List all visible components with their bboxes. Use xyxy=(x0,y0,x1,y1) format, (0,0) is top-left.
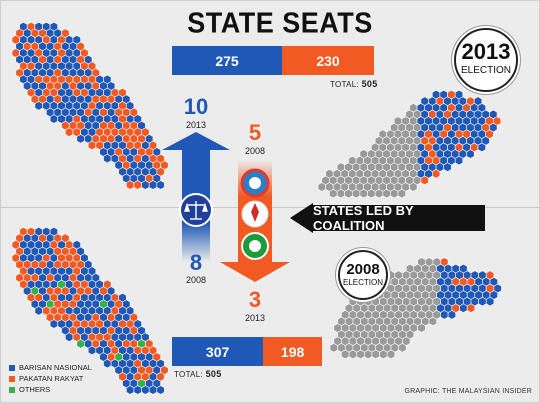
seat-bar-2013: 275 230 xyxy=(172,46,374,75)
borneo-map-2008 xyxy=(428,316,438,327)
bar-segment-pr-2008: 198 xyxy=(263,337,322,366)
bar-segment-pr-2013: 230 xyxy=(282,46,374,75)
badge-2008-label: ELECTION xyxy=(342,278,383,287)
bar-segment-bn-2008: 307 xyxy=(172,337,264,366)
legend-label-bn: BARISAN NASIONAL xyxy=(19,363,92,372)
scales-icon xyxy=(184,201,208,220)
total-label-2008: TOTAL: xyxy=(174,370,204,379)
legend-swatch-others xyxy=(9,386,15,393)
borneo-map-2013 xyxy=(409,182,418,192)
borneo-map-2008 xyxy=(398,343,407,353)
bn-states-2008-year: 2008 xyxy=(185,275,207,285)
badge-2008-year: 2008 xyxy=(346,261,380,278)
coalition-arrow-icon xyxy=(290,203,313,233)
total-2013: TOTAL: 505 xyxy=(330,79,378,89)
borneo-map-2013 xyxy=(443,162,452,172)
borneo-map-2008 xyxy=(466,303,476,313)
total-2008: TOTAL: 505 xyxy=(174,369,222,379)
bn-states-2013: 10 xyxy=(183,94,209,119)
legend-item-others: OTHERS xyxy=(9,384,92,395)
legend-item-bn: BARISAN NASIONAL xyxy=(9,362,92,373)
states-led-by-coalition-label: STATES LED BY COALITION xyxy=(313,203,485,233)
borneo-map-2013 xyxy=(431,169,441,179)
badge-2013-election: 2013 ELECTION xyxy=(454,28,518,92)
legend-label-others: OTHERS xyxy=(19,385,51,394)
bn-states-2008: 8 xyxy=(189,250,203,275)
borneo-map-2013 xyxy=(466,149,475,159)
seat-bar-2008: 307 198 xyxy=(172,337,322,366)
pr-states-2008-year: 2008 xyxy=(244,146,266,156)
peninsula-map-2013 xyxy=(156,180,165,190)
legend-swatch-pr xyxy=(9,375,15,382)
graphic-credit: GRAPHIC: THE MALAYSIAN INSIDER xyxy=(404,388,532,395)
badge-2013-label: ELECTION xyxy=(460,65,511,76)
legend-item-pr: PAKATAN RAKYAT xyxy=(9,373,92,384)
borneo-map-2008 xyxy=(485,296,495,307)
total-value-2008: 505 xyxy=(205,369,222,379)
pr-states-2013: 3 xyxy=(248,287,262,312)
borneo-map-2008 xyxy=(417,323,426,333)
badge-2013-year: 2013 xyxy=(461,39,511,64)
pr-states-2013-year: 2013 xyxy=(244,313,266,323)
total-value-2013: 505 xyxy=(361,79,378,89)
legend-label-pr: PAKATAN RAKYAT xyxy=(19,374,84,383)
borneo-map-2013 xyxy=(397,188,406,199)
peninsula-map-2008 xyxy=(156,385,165,395)
borneo-map-2013 xyxy=(454,155,464,166)
bar-segment-bn-2013: 275 xyxy=(172,46,282,75)
chart-title: STATE SEATS xyxy=(187,7,373,39)
total-label-2013: TOTAL: xyxy=(330,80,360,89)
legend-swatch-bn xyxy=(9,364,15,371)
borneo-map-2013 xyxy=(477,142,487,153)
legend: BARISAN NASIONAL PAKATAN RAKYAT OTHERS xyxy=(9,362,92,395)
borneo-map-2008 xyxy=(447,310,457,320)
pr-states-2008: 5 xyxy=(248,120,262,145)
badge-2008-election: 2008 ELECTION xyxy=(338,250,388,300)
borneo-map-2013 xyxy=(420,175,429,186)
bn-states-2013-year: 2013 xyxy=(185,120,207,130)
borneo-map-2008 xyxy=(386,349,396,360)
